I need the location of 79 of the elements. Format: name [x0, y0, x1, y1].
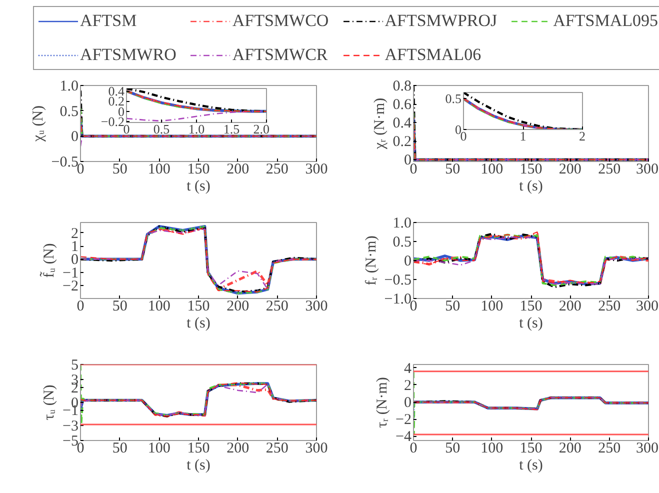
x-axis-title: t (s)	[519, 316, 543, 332]
x-tick-label: 50	[445, 440, 460, 456]
x-tick-label: 50	[112, 440, 128, 456]
y-axis-title: τᵤ (N)	[42, 384, 58, 420]
y-tick-label: 1.0	[60, 78, 78, 94]
y-tick-label: 0.5	[60, 104, 78, 120]
x-tick-label: 200	[226, 298, 250, 314]
y-tick-label: 0	[404, 395, 412, 412]
legend-label: AFTSMWPROJ	[384, 11, 498, 31]
y-axis-title: fᵣ (N·m)	[363, 236, 380, 286]
x-tick-label: 150	[520, 440, 542, 456]
y-tick-label: 2	[404, 378, 412, 394]
y-tick-label: −4	[396, 429, 412, 446]
y-axis-title: τᵣ (N·m)	[374, 377, 391, 428]
x-tick-label: 200	[558, 162, 582, 178]
x-tick-label: 250	[598, 298, 621, 314]
x-tick-label: 1	[520, 128, 526, 144]
x-axis-title: t (s)	[519, 458, 543, 474]
x-tick-label: 250	[266, 440, 288, 456]
x-tick-label: 0.5	[153, 122, 170, 136]
legend-label: AFTSM	[80, 11, 137, 31]
x-tick-label: 50	[112, 162, 128, 178]
x-tick-label: 300	[305, 440, 328, 456]
y-tick-label: 0	[404, 254, 412, 270]
legend-label: AFTSMWRO	[80, 45, 176, 65]
x-tick-label: 250	[598, 440, 621, 456]
x-tick-label: 100	[148, 298, 170, 314]
x-tick-label: 300	[636, 162, 658, 178]
legend-label: AFTSMAL06	[384, 45, 482, 65]
x-tick-label: 250	[266, 162, 288, 178]
x-tick-label: 1.5	[223, 122, 240, 136]
x-tick-label: 150	[187, 440, 210, 456]
y-tick-label: 0.4	[392, 116, 412, 132]
y-axis-title: χᵤ (N)	[30, 105, 46, 143]
legend-label: AFTSMAL095	[553, 11, 658, 31]
x-tick-label: 250	[598, 162, 621, 178]
x-tick-label: 200	[558, 298, 582, 314]
x-tick-label: 300	[636, 440, 658, 456]
x-tick-label: 100	[480, 440, 504, 456]
x-tick-label: 300	[305, 298, 328, 314]
x-tick-label: 250	[266, 298, 288, 314]
y-tick-label: 0.6	[392, 97, 412, 114]
y-axis-title: χᵣ (N·m)	[372, 98, 388, 150]
x-tick-label: 200	[226, 162, 250, 178]
x-tick-label: 200	[226, 440, 250, 456]
x-axis-title: t (s)	[186, 316, 210, 332]
x-tick-label: 100	[480, 298, 504, 314]
x-tick-label: 1.0	[188, 122, 205, 136]
x-tick-label: 2.0	[253, 122, 270, 136]
y-tick-label: 0.2	[392, 134, 412, 150]
x-tick-label: 150	[520, 298, 542, 314]
y-tick-label: 2	[71, 226, 78, 242]
legend-label: AFTSMWCO	[232, 11, 329, 31]
x-tick-label: 100	[148, 162, 170, 178]
x-tick-label: 50	[445, 298, 460, 314]
x-tick-label: 300	[305, 162, 328, 178]
x-axis-title: t (s)	[186, 178, 210, 194]
x-tick-label: 150	[520, 162, 542, 178]
y-tick-label: −2	[396, 412, 412, 428]
x-tick-label: 200	[558, 440, 582, 456]
x-tick-label: 50	[112, 298, 128, 314]
x-axis-title: t (s)	[186, 458, 210, 474]
x-tick-label: 50	[445, 162, 460, 178]
y-tick-label: 5	[71, 358, 78, 374]
x-tick-label: 2	[579, 128, 586, 144]
x-tick-label: 150	[187, 298, 210, 314]
y-tick-label: 1.0	[392, 216, 412, 232]
x-tick-label: 100	[148, 440, 170, 456]
y-tick-label: 4	[404, 360, 412, 377]
y-tick-label: 0.8	[392, 78, 412, 94]
legend-label: AFTSMWCR	[232, 45, 328, 65]
y-tick-label: −0.5	[384, 272, 412, 288]
x-tick-label: 150	[187, 162, 210, 178]
y-axis-title: f̃ᵤ (N)	[38, 243, 58, 278]
x-axis-title: t (s)	[519, 178, 543, 194]
x-tick-label: 100	[480, 162, 504, 178]
y-tick-label: 0.5	[392, 234, 412, 250]
y-tick-label: −3	[62, 418, 79, 434]
x-tick-label: 300	[636, 298, 658, 314]
